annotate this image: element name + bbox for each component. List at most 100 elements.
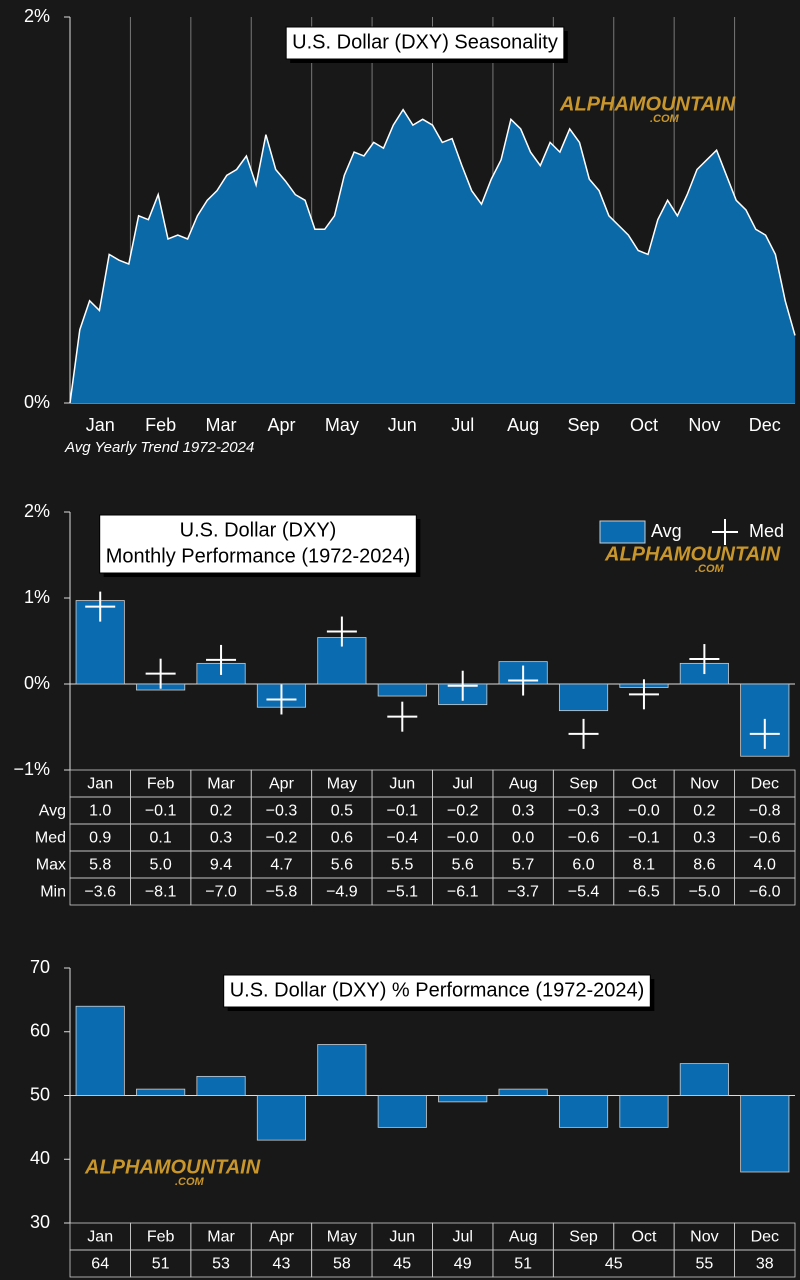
y-tick-label: 30 [30,1212,50,1232]
value-label: 38 [756,1256,774,1273]
table-cell: −5.0 [689,884,721,901]
area-line [69,108,796,404]
median-marker [689,644,720,675]
title-box: U.S. Dollar (DXY) Monthly Performance (19… [99,514,421,577]
title-background [99,514,417,574]
x-tick-label: Dec [749,415,781,435]
table-cell: −0.3 [266,803,298,820]
value-label: 45 [393,1256,411,1273]
y-tick-label: 0% [24,673,50,693]
table-cell: −8.1 [145,884,177,901]
title-background [285,26,565,60]
x-tick-label: Feb [147,776,175,793]
median-marker [628,679,659,710]
x-tick-label: Jun [388,415,417,435]
x-tick-label: Jul [452,776,472,793]
table-cell: 4.7 [270,857,292,874]
table-cell: 0.1 [150,830,172,847]
bar [377,683,427,697]
bar [558,1095,609,1128]
y-tick-label: −1% [13,759,50,779]
x-tick-label: Oct [632,776,657,793]
y-tick-label: 50 [30,1084,50,1104]
value-label: 53 [212,1256,230,1273]
x-tick-label: Sep [568,415,600,435]
legend-label: Med [749,521,784,541]
table-cell: −0.1 [386,803,418,820]
x-tick-label: Feb [145,415,176,435]
table-cell: 0.5 [331,803,353,820]
y-tick-label: 40 [30,1148,50,1168]
table-cell: −6.1 [447,884,479,901]
x-tick-label: Sep [569,1229,598,1246]
watermark-sub: .COM [695,563,725,575]
x-tick-label: Oct [632,1229,657,1246]
x-tick-label: Oct [630,415,658,435]
value-label: 51 [152,1256,170,1273]
row-label: Max [36,857,66,874]
table-cell: −0.6 [568,830,600,847]
y-tick-label: 1% [24,587,50,607]
row-label: Med [35,830,66,847]
value-label: 49 [454,1256,472,1273]
x-tick-label: Aug [509,776,537,793]
median-marker [508,665,539,696]
table-cell-cell [734,877,796,906]
chart-title: U.S. Dollar (DXY) Seasonality [292,31,558,53]
median-marker [326,616,357,647]
x-tick-label: Feb [147,1229,175,1246]
table-cell: −0.8 [749,803,781,820]
table-cell: −5.4 [568,884,600,901]
y-tick-label: 60 [30,1021,50,1041]
table-cell: −7.0 [205,884,237,901]
median-marker [749,718,780,749]
bar [679,1063,729,1096]
chart-title: U.S. Dollar (DXY) [180,519,337,541]
x-tick-label: Dec [751,776,779,793]
table-cell: −0.2 [447,803,479,820]
x-tick-label: Apr [267,415,295,435]
table-cell: −6.5 [628,884,660,901]
watermark: ALPHAMOUNTAIN [604,543,781,565]
x-tick-label: May [327,776,357,793]
table-cell: −3.7 [507,884,539,901]
table-cell: 5.8 [89,857,111,874]
bar [75,1005,125,1096]
median-marker [145,658,176,689]
table-cell: 0.6 [331,830,353,847]
watermark-sub: .COM [175,1176,205,1188]
x-tick-label: Mar [207,776,235,793]
table-cell: −0.2 [266,830,298,847]
median-marker [266,684,297,715]
x-tick-label: Aug [509,1229,537,1246]
bar [498,1088,548,1096]
x-tick-label: Nov [688,415,720,435]
legend-swatch [599,520,646,544]
chart-title: Monthly Performance (1972-2024) [106,545,411,567]
bar [377,1095,427,1128]
median-marker [206,644,237,675]
legend-label: Avg [651,521,682,541]
x-tick-label: Jul [452,1229,472,1246]
x-tick-label: Dec [751,1229,779,1246]
table-cell: −5.8 [266,884,298,901]
x-tick-label: Jul [451,415,474,435]
value-label: 43 [273,1256,291,1273]
median-marker [447,670,478,701]
table-cell: −3.6 [84,884,116,901]
table-cell: −0.3 [568,803,600,820]
x-tick-label: Jan [87,1229,113,1246]
x-tick-label: Sep [569,776,598,793]
table-cell: −0.0 [628,803,660,820]
chart-title: U.S. Dollar (DXY) % Performance (1972-20… [230,979,645,1001]
x-tick-label: Apr [269,1229,295,1246]
table-cell: −6.0 [749,884,781,901]
row-label: Min [40,884,66,901]
bar [136,1088,186,1096]
value-label: 51 [514,1256,532,1273]
title-background [223,974,651,1008]
median-marker [387,701,418,732]
title-box: U.S. Dollar (DXY) Seasonality [285,26,568,63]
x-tick-label: Mar [206,415,237,435]
table-cell: 6.0 [572,857,594,874]
